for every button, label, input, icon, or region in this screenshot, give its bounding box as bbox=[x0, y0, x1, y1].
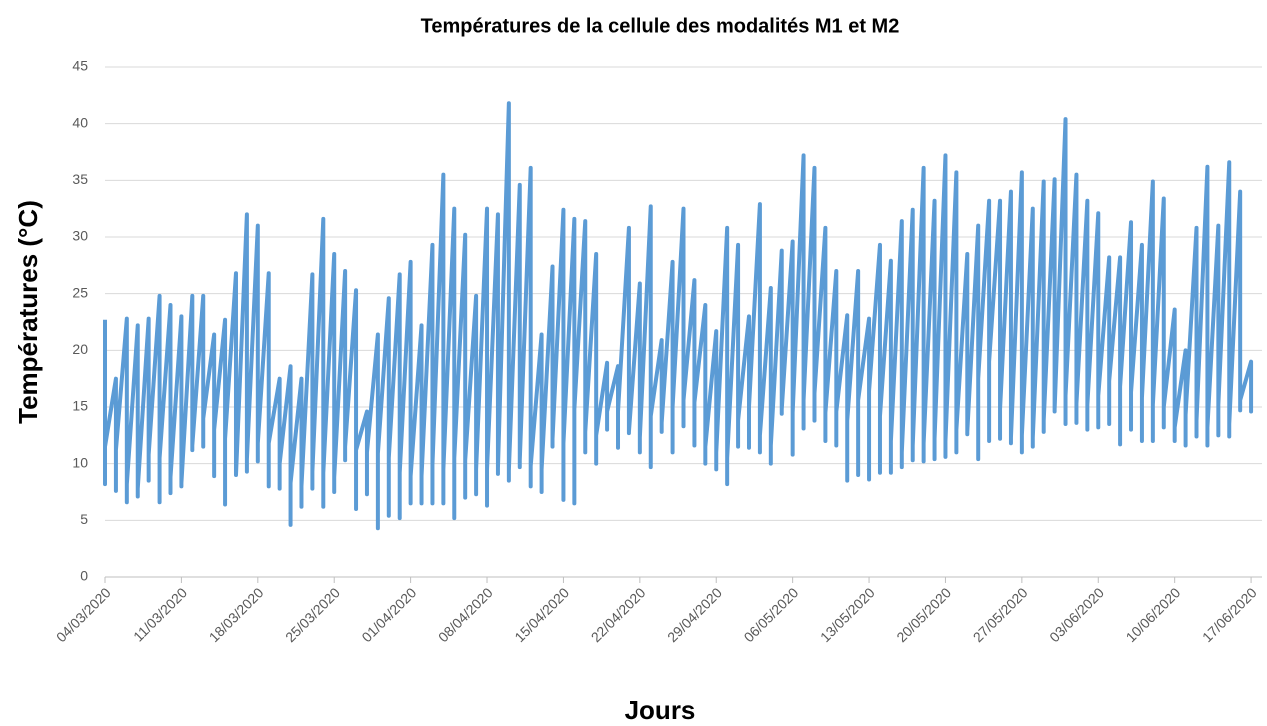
x-tick-label: 22/04/2020 bbox=[588, 584, 649, 645]
y-tick-label: 30 bbox=[72, 228, 88, 244]
x-tick-label: 18/03/2020 bbox=[206, 584, 267, 645]
x-tick-label: 15/04/2020 bbox=[511, 584, 572, 645]
x-tick-label: 10/06/2020 bbox=[1123, 584, 1184, 645]
x-tick-label: 20/05/2020 bbox=[893, 584, 954, 645]
y-tick-label: 20 bbox=[72, 341, 88, 357]
x-tick-label: 04/03/2020 bbox=[53, 584, 114, 645]
x-axis-title: Jours bbox=[625, 695, 696, 725]
data-line bbox=[103, 101, 1254, 531]
y-tick-label: 5 bbox=[80, 511, 88, 527]
x-tick-label: 29/04/2020 bbox=[664, 584, 725, 645]
x-tick-label: 06/05/2020 bbox=[741, 584, 802, 645]
y-axis-title: Températures (°C) bbox=[13, 200, 43, 424]
x-tick-label: 01/04/2020 bbox=[358, 584, 419, 645]
y-tick-label: 25 bbox=[72, 284, 88, 300]
y-tick-label: 0 bbox=[80, 568, 88, 584]
y-tick-label: 40 bbox=[72, 114, 88, 130]
y-tick-label: 15 bbox=[72, 398, 88, 414]
x-tick-label: 25/03/2020 bbox=[282, 584, 343, 645]
y-tick-label: 35 bbox=[72, 171, 88, 187]
y-tick-label: 10 bbox=[72, 454, 88, 470]
chart-title: Températures de la cellule des modalités… bbox=[421, 15, 900, 37]
x-tick-label: 27/05/2020 bbox=[970, 584, 1031, 645]
x-tick-label: 17/06/2020 bbox=[1199, 584, 1260, 645]
x-tick-label: 03/06/2020 bbox=[1046, 584, 1107, 645]
x-tick-label: 08/04/2020 bbox=[435, 584, 496, 645]
y-tick-label: 45 bbox=[72, 58, 88, 74]
x-tick-label: 13/05/2020 bbox=[817, 584, 878, 645]
x-tick-label: 11/03/2020 bbox=[130, 584, 190, 644]
